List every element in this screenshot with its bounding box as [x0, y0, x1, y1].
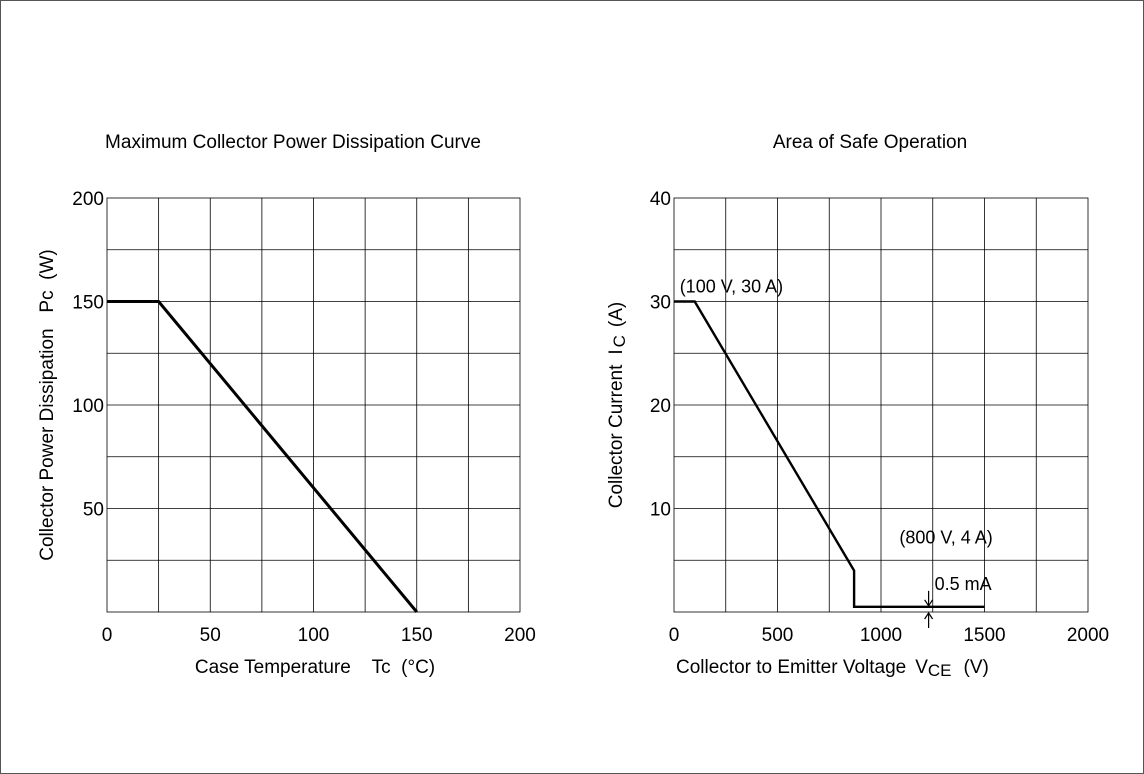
chart2-y-axis-subscript: C	[610, 335, 629, 347]
chart2-x-axis-name: Collector to Emitter Voltage	[676, 657, 906, 678]
x-tick-label: 100	[298, 625, 330, 646]
x-tick-label: 1000	[860, 625, 902, 646]
chart2-x-axis-symbol: V	[915, 657, 928, 678]
x-tick-label: 2000	[1067, 625, 1109, 646]
y-tick-label: 40	[650, 189, 671, 210]
arrow-down-head	[924, 599, 934, 607]
chart2-y-axis-label: Collector Current IC (A)	[606, 302, 629, 509]
chart2-y-axis-name: Collector Current	[606, 364, 627, 508]
x-tick-label: 500	[762, 625, 794, 646]
chart2-leakage-marker	[924, 590, 934, 628]
chart1-y-axis-label: Collector Power Dissipation Pc (W)	[37, 249, 58, 560]
chart2-annotation-leakage: 0.5 mA	[935, 574, 992, 594]
chart1-grid	[106, 197, 521, 613]
chart2-x-axis-subscript: CE	[928, 661, 952, 680]
chart2-x-ticks: 0 500 1000 1500 2000	[669, 625, 1109, 646]
y-tick-label: 20	[650, 396, 671, 417]
chart2-x-axis-unit: (V)	[964, 657, 989, 678]
x-tick-label: 150	[401, 625, 433, 646]
y-tick-label: 100	[72, 396, 104, 417]
x-tick-label: 50	[200, 625, 221, 646]
x-tick-label: 0	[669, 625, 680, 646]
y-tick-label: 30	[650, 293, 671, 314]
y-tick-label: 50	[83, 500, 104, 521]
x-tick-label: 200	[504, 625, 536, 646]
chart2-grid	[673, 197, 1089, 613]
chart2-title: Area of Safe Operation	[773, 132, 967, 153]
y-tick-label: 150	[72, 293, 104, 314]
chart1-y-ticks: 50 100 150 200	[72, 189, 104, 521]
chart2-annotation-100v-30a: (100 V, 30 A)	[680, 277, 783, 297]
chart-safe-operation: Area of Safe Operation 0 500 1000 1500 2000 …	[606, 132, 1109, 680]
chart2-y-ticks: 10 20 30 40	[650, 189, 671, 521]
x-tick-label: 0	[102, 625, 113, 646]
chart2-y-axis-unit: (A)	[606, 302, 627, 327]
chart2-y-axis-symbol: I	[606, 349, 627, 354]
x-tick-label: 1500	[963, 625, 1005, 646]
y-tick-label: 200	[72, 189, 104, 210]
chart1-series-line	[107, 300, 418, 613]
chart2-annotation-800v-4a: (800 V, 4 A)	[899, 528, 992, 548]
y-tick-label: 10	[650, 500, 671, 521]
chart1-title: Maximum Collector Power Dissipation Curv…	[105, 132, 481, 153]
chart-power-dissipation: Maximum Collector Power Dissipation Curv…	[37, 132, 536, 678]
arrow-up-head	[924, 611, 934, 620]
chart2-series-line	[674, 300, 985, 608]
chart1-x-ticks: 0 50 100 150 200	[102, 625, 536, 646]
chart1-x-axis-label: Case Temperature Tc (°C)	[195, 657, 435, 678]
chart2-x-axis-label: Collector to Emitter Voltage VCE (V)	[676, 657, 989, 680]
